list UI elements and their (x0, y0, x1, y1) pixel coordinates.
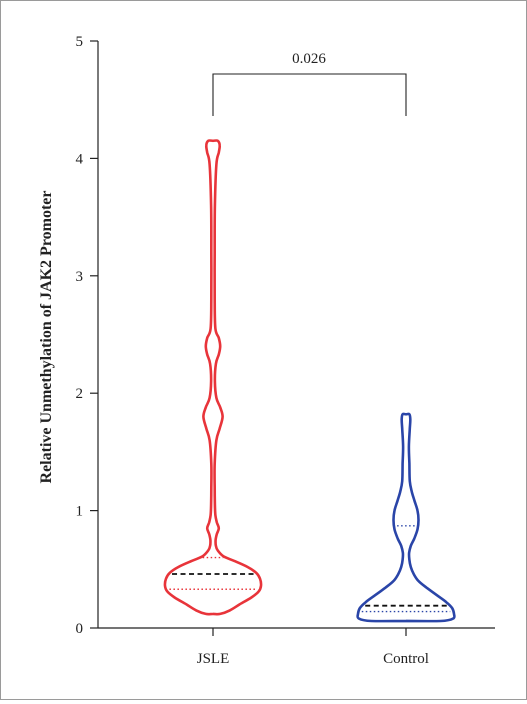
bracket-line (212, 73, 407, 116)
y-tick-label: 2 (76, 386, 84, 402)
y-ticks: 0 1 2 3 4 5 (76, 34, 98, 637)
p-value-label: 0.026 (292, 51, 326, 67)
significance-bracket: 0.026 (212, 51, 407, 116)
violin-outline-jsle (163, 139, 263, 616)
violin-outline-control (356, 412, 456, 623)
violins (163, 139, 456, 623)
y-tick-label: 4 (76, 151, 84, 167)
x-tick-label: JSLE (197, 651, 230, 667)
x-tick-label: Control (383, 651, 429, 667)
x-ticks: JSLE Control (197, 628, 429, 667)
y-tick-label: 5 (76, 34, 84, 50)
y-tick-label: 3 (76, 269, 84, 285)
y-tick-label: 1 (76, 504, 84, 520)
y-axis-title: Relative Unmethylation of JAK2 Promoter (38, 191, 55, 484)
y-tick-label: 0 (76, 621, 84, 637)
